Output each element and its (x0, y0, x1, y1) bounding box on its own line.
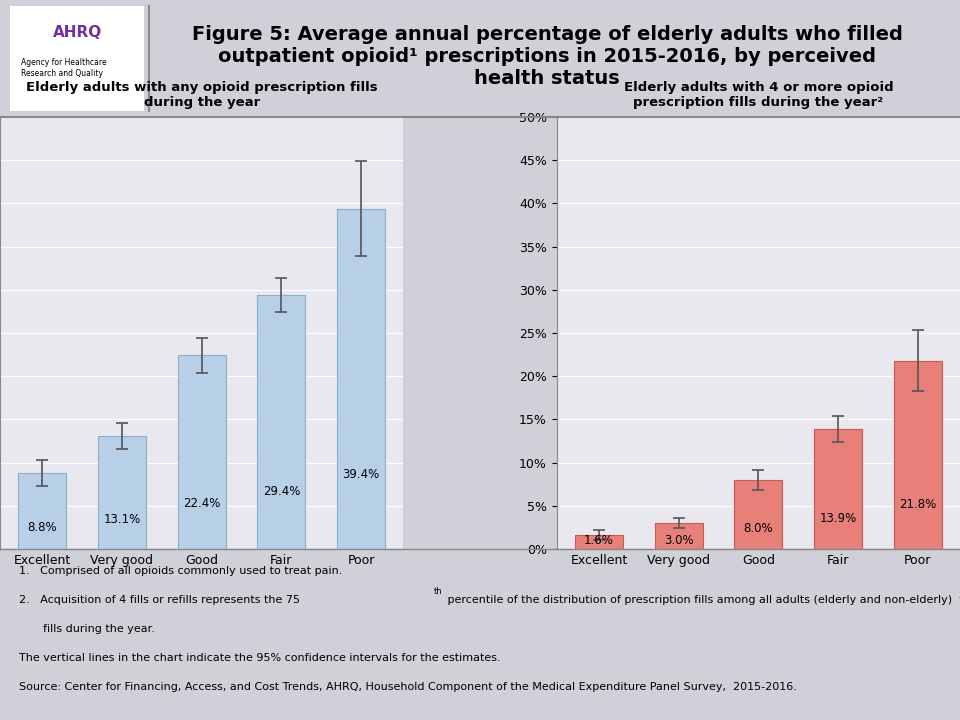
Bar (18, 473, 66, 549)
Bar (734, 480, 782, 549)
Text: 8.8%: 8.8% (28, 521, 57, 534)
Text: 2.   Acquisition of 4 fills or refills represents the 75: 2. Acquisition of 4 fills or refills rep… (19, 595, 300, 606)
Text: 21.8%: 21.8% (900, 498, 936, 511)
Bar (655, 523, 703, 549)
Text: 3.0%: 3.0% (663, 534, 693, 547)
Bar (894, 361, 942, 549)
Bar (575, 535, 623, 549)
Text: AHRQ: AHRQ (53, 25, 102, 40)
Text: th: th (434, 588, 443, 596)
Text: 13.9%: 13.9% (820, 512, 856, 525)
Text: The vertical lines in the chart indicate the 95% confidence intervals for the es: The vertical lines in the chart indicate… (19, 653, 501, 663)
Text: 8.0%: 8.0% (743, 522, 773, 535)
Bar (337, 209, 385, 549)
Text: Agency for Healthcare
Research and Quality: Agency for Healthcare Research and Quali… (21, 58, 107, 78)
Title: Elderly adults with 4 or more opioid
prescription fills during the year²: Elderly adults with 4 or more opioid pre… (623, 81, 893, 109)
Bar (257, 295, 305, 549)
Text: 29.4%: 29.4% (263, 485, 300, 498)
Text: 1.   Comprised of all opioids commonly used to treat pain.: 1. Comprised of all opioids commonly use… (19, 566, 343, 576)
Text: Figure 5: Average annual percentage of elderly adults who filled
outpatient opio: Figure 5: Average annual percentage of e… (192, 24, 902, 88)
Bar (98, 436, 146, 549)
Text: Source: Center for Financing, Access, and Cost Trends, AHRQ, Household Component: Source: Center for Financing, Access, an… (19, 683, 797, 693)
Text: 22.4%: 22.4% (183, 498, 221, 510)
Bar (814, 429, 862, 549)
Text: 13.1%: 13.1% (104, 513, 140, 526)
Title: Elderly adults with any opioid prescription fills
during the year: Elderly adults with any opioid prescript… (26, 81, 377, 109)
FancyBboxPatch shape (10, 6, 144, 111)
Text: fills during the year.: fills during the year. (43, 624, 156, 634)
Text: 39.4%: 39.4% (343, 468, 380, 481)
Text: 1.6%: 1.6% (584, 534, 613, 547)
Bar (178, 356, 226, 549)
Text: percentile of the distribution of prescription fills among all adults (elderly a: percentile of the distribution of prescr… (444, 595, 960, 606)
